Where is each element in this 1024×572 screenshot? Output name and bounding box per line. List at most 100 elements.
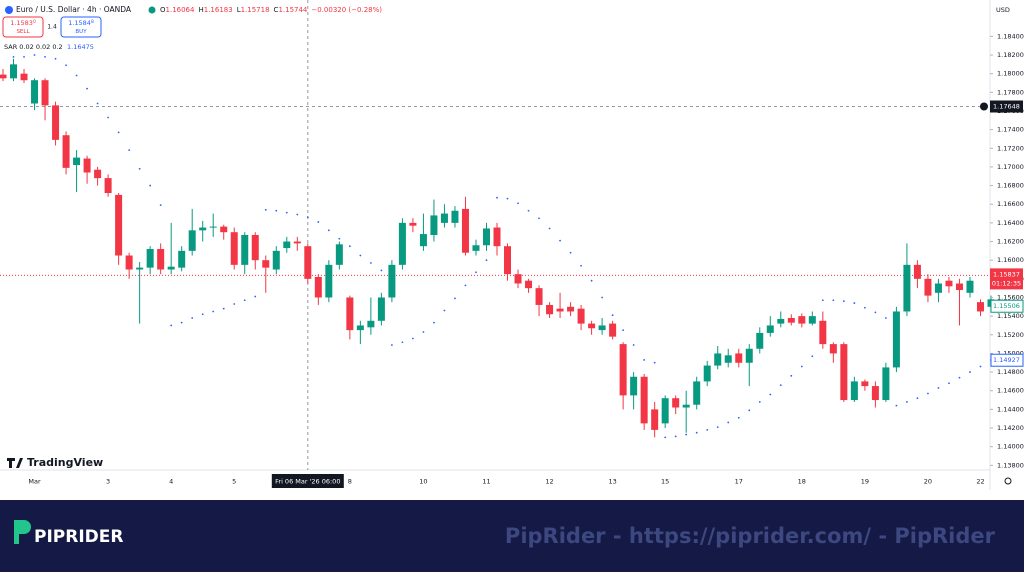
sar-dot xyxy=(54,57,57,60)
sar-dot xyxy=(937,387,940,389)
candle-body xyxy=(104,178,112,194)
sar-dot xyxy=(264,208,267,211)
sar-dot xyxy=(180,321,183,324)
sar-dot xyxy=(380,269,383,272)
sar-dot xyxy=(317,221,320,223)
candle-body xyxy=(892,311,900,368)
tv-logo-icon xyxy=(7,458,23,468)
candle-body xyxy=(388,264,396,298)
sar-dot xyxy=(475,271,477,274)
candle-body xyxy=(146,248,154,268)
crosshair-icon xyxy=(980,102,988,111)
y-tick-label: 1.14600 xyxy=(997,387,1024,395)
candle-body xyxy=(808,316,816,324)
y-tick-label: 1.17000 xyxy=(997,163,1024,171)
buy-price-main[interactable]: 1.1584 xyxy=(68,19,91,27)
candle-body xyxy=(461,208,469,253)
candle-body xyxy=(903,264,911,312)
x-tick-label: 4 xyxy=(169,478,173,486)
buy-pip[interactable]: 8 xyxy=(91,19,94,25)
y-tick-label: 1.15600 xyxy=(997,293,1024,301)
sar-dot xyxy=(254,295,257,298)
buy-label[interactable]: BUY xyxy=(75,29,87,35)
candle-body xyxy=(41,80,49,106)
x-tick-label: 13 xyxy=(608,478,616,486)
ohlc-value: 1.15744 xyxy=(278,6,307,14)
candle-body xyxy=(451,210,459,223)
sar-dot xyxy=(369,262,372,264)
buy-price[interactable]: 1.15848 xyxy=(68,19,94,28)
x-tick-label: 20 xyxy=(924,478,932,486)
sar-dot xyxy=(170,324,173,327)
sell-price[interactable]: 1.15830 xyxy=(10,19,36,28)
settings-icon[interactable] xyxy=(1004,477,1012,485)
candle-body xyxy=(398,222,406,265)
x-tick-label: 15 xyxy=(661,478,669,486)
sar-dot xyxy=(65,64,67,67)
sell-price-main[interactable]: 1.1583 xyxy=(10,19,33,27)
sell-pip[interactable]: 0 xyxy=(33,19,36,25)
tv-watermark: TradingView xyxy=(27,456,103,469)
x-tick-label: Mar xyxy=(28,478,41,486)
sar-dot xyxy=(758,401,761,403)
candle-body xyxy=(335,244,343,265)
candle-body xyxy=(272,250,280,270)
sar-dot xyxy=(769,393,772,396)
ohlc-key: C xyxy=(274,6,279,14)
candle-body xyxy=(0,74,7,79)
y-tick-label: 1.17400 xyxy=(997,126,1024,134)
candle-body xyxy=(556,308,564,312)
x-tick-label: 22 xyxy=(976,478,984,486)
sar-dot xyxy=(706,429,709,431)
sell-button[interactable] xyxy=(2,16,44,38)
sar-dot xyxy=(527,209,530,212)
axis-price-label: 1.15506 xyxy=(993,302,1020,310)
candle-body xyxy=(157,248,165,270)
candle-body xyxy=(346,297,354,331)
sell-label[interactable]: SELL xyxy=(16,29,30,35)
sar-dot xyxy=(664,436,667,439)
candle-body xyxy=(861,381,869,387)
candle-body xyxy=(241,235,249,265)
candle-body xyxy=(356,325,364,331)
sar-dot xyxy=(895,404,898,407)
candle-body xyxy=(619,344,627,396)
ohlc-key: H xyxy=(198,6,203,14)
sar-dot xyxy=(422,331,425,333)
spread: 1.4 xyxy=(47,24,57,31)
ohlc-key: L xyxy=(237,6,241,14)
sar-dot xyxy=(443,309,446,312)
x-tick-label: 10 xyxy=(419,478,427,486)
ohlc-change: −0.00320 (−0.28%) xyxy=(311,6,382,14)
y-tick-label: 1.16200 xyxy=(997,238,1024,246)
candle-body xyxy=(178,250,186,268)
sar-dot xyxy=(33,54,36,56)
sar-dot xyxy=(811,355,814,358)
sar-dot xyxy=(23,55,25,58)
sar-dot xyxy=(212,310,215,313)
candle-body xyxy=(430,215,438,235)
candle-body xyxy=(493,227,501,247)
y-tick-label: 1.14200 xyxy=(997,424,1024,432)
y-tick-label: 1.17800 xyxy=(997,88,1024,96)
candle-body xyxy=(472,245,480,251)
candle-body xyxy=(482,228,490,246)
sar-dot xyxy=(338,237,341,240)
x-tick-label: 11 xyxy=(482,478,490,486)
sar-dot xyxy=(96,102,99,105)
x-tick-label: 8 xyxy=(348,478,352,486)
sar-dot xyxy=(464,284,467,287)
sar-dot xyxy=(128,149,131,152)
candle-body xyxy=(693,381,701,405)
buy-button[interactable] xyxy=(60,16,102,38)
candle-body xyxy=(745,348,753,363)
candle-body xyxy=(94,169,102,179)
crosshair-y-box xyxy=(990,100,1023,113)
sar-dot xyxy=(496,196,498,199)
candle-body xyxy=(535,288,543,305)
candle-body xyxy=(714,353,722,366)
y-tick-label: 1.15400 xyxy=(997,312,1024,320)
sar-dot xyxy=(874,311,877,314)
candle-body xyxy=(934,283,942,293)
candle-body xyxy=(661,398,669,424)
